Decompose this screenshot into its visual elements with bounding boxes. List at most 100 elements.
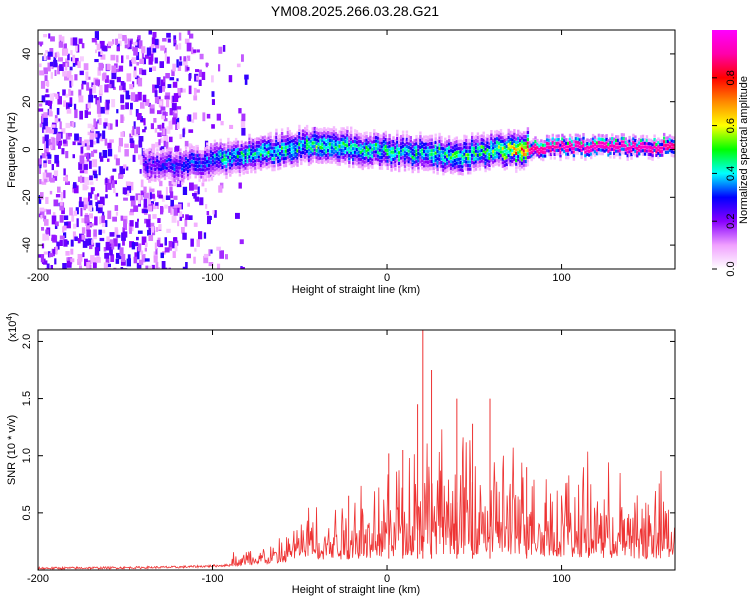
spectrogram-cell <box>229 124 234 129</box>
spectrogram-cell <box>534 154 537 158</box>
spectrogram-cell <box>141 69 147 76</box>
spectrogram-cell <box>321 150 324 154</box>
spectrogram-cell <box>161 195 165 202</box>
spectrogram-x-axis: -200 -100 0 100 <box>27 30 571 284</box>
spectrogram-cell <box>457 172 460 176</box>
spectrogram-cell <box>250 137 253 141</box>
spectrogram-cell <box>134 144 138 154</box>
spectrogram-cell <box>522 134 526 139</box>
spectrogram-cell <box>651 157 654 161</box>
spectrogram-cell <box>148 234 154 241</box>
spectrogram-cell <box>434 151 437 155</box>
spectrogram-cell <box>213 210 217 218</box>
spectrogram-cell <box>668 145 672 149</box>
spectrogram-cell <box>256 166 259 170</box>
spectrogram-cell <box>87 123 93 129</box>
spectrogram-cell <box>160 157 163 161</box>
spectrogram-cell <box>81 140 85 147</box>
spectrogram-cell <box>365 142 368 146</box>
spectrogram-cell <box>655 146 658 150</box>
spectrogram-cell <box>66 108 72 114</box>
spectrogram-cell <box>188 154 192 158</box>
spectrogram-cell <box>601 137 604 141</box>
spectrogram-cell <box>190 166 194 171</box>
spectrogram-cell <box>319 153 322 157</box>
spectrogram-cell <box>148 214 151 220</box>
spectrogram-cell <box>120 215 124 221</box>
spectrogram-cell <box>240 169 243 173</box>
spectrogram-cell <box>615 138 618 142</box>
spectrogram-cell <box>553 156 556 160</box>
spectrogram-cell <box>519 153 522 157</box>
spectrogram-cell <box>146 155 149 159</box>
spectrogram-cell <box>182 186 188 195</box>
spectrogram-cell <box>173 237 178 242</box>
spectrogram-cell <box>499 139 503 143</box>
spectrogram-cell <box>116 76 121 83</box>
spectrogram-cell <box>227 166 230 170</box>
spectrogram-cell <box>601 134 604 138</box>
spectrogram-cell <box>455 150 458 154</box>
spectrogram-cell <box>263 157 267 161</box>
spectrogram-cell <box>434 144 437 148</box>
spectrogram-cell <box>467 153 470 157</box>
spectrogram-cell <box>290 143 293 147</box>
spectrogram-cell <box>438 136 441 140</box>
spectrogram-cell <box>376 143 380 147</box>
spectrogram-cell <box>133 66 137 75</box>
spectrogram-cell <box>132 154 136 162</box>
spectrogram-cell <box>104 138 108 146</box>
spectrogram-cell <box>71 79 74 87</box>
spectrogram-cell <box>444 144 447 148</box>
spectrogram-cell <box>261 143 265 147</box>
spectrogram-cell <box>561 144 564 148</box>
spectrogram-cell <box>540 139 543 143</box>
spectrogram-cell <box>378 137 382 141</box>
spectrogram-cell <box>157 124 162 129</box>
spectrogram-cell <box>175 169 178 173</box>
spectrogram-cell <box>134 252 139 259</box>
spectrogram-cell <box>160 45 166 51</box>
spectrogram-cell <box>97 67 101 76</box>
spectrogram-cell <box>405 144 409 149</box>
spectrogram-cell <box>611 147 614 151</box>
spectrogram-cell <box>156 267 160 269</box>
spectrogram-cell <box>78 162 83 170</box>
spectrogram-cell <box>196 157 199 161</box>
spectrogram-cell <box>151 230 156 236</box>
spectrogram-cell <box>580 145 583 149</box>
spectrogram-cell <box>89 264 92 269</box>
spectrogram-cell <box>332 136 336 141</box>
spectrogram-cell <box>259 142 263 146</box>
spectrogram-cell <box>130 208 134 213</box>
spectrogram-cell <box>547 153 551 157</box>
spectrogram-cell <box>55 93 59 99</box>
spectrogram-cell <box>639 138 643 142</box>
spectrogram-cell <box>522 145 526 149</box>
spectrogram-cell <box>219 160 222 164</box>
spectrogram-cell <box>186 155 190 159</box>
spectrogram-cell <box>156 159 159 163</box>
spectrogram-cell <box>574 144 578 148</box>
spectrogram-cell <box>672 136 675 140</box>
spectrogram-cell <box>156 173 159 177</box>
spectrogram-cell <box>288 144 291 148</box>
spectrogram-cell <box>463 159 466 163</box>
spectrogram-cell <box>340 159 343 163</box>
spectrogram-cell <box>622 147 625 151</box>
spectrogram-cell <box>231 167 234 171</box>
spectrogram-cell <box>124 143 129 148</box>
spectrogram-cell <box>50 36 55 42</box>
spectrogram-cell <box>388 133 391 138</box>
spectrogram-cell <box>129 109 133 116</box>
spectrogram-cell <box>152 214 157 219</box>
spectrogram-cell <box>576 137 579 141</box>
spectrogram-cell <box>107 182 112 190</box>
spectrogram-cell <box>282 149 286 154</box>
spectrogram-cell <box>363 153 366 157</box>
spectrogram-cell <box>309 146 313 150</box>
spectrogram-cell <box>166 126 171 134</box>
spectrogram-cell <box>607 146 610 150</box>
spectrogram-cell <box>198 164 201 168</box>
spectrogram-cell <box>66 221 71 229</box>
